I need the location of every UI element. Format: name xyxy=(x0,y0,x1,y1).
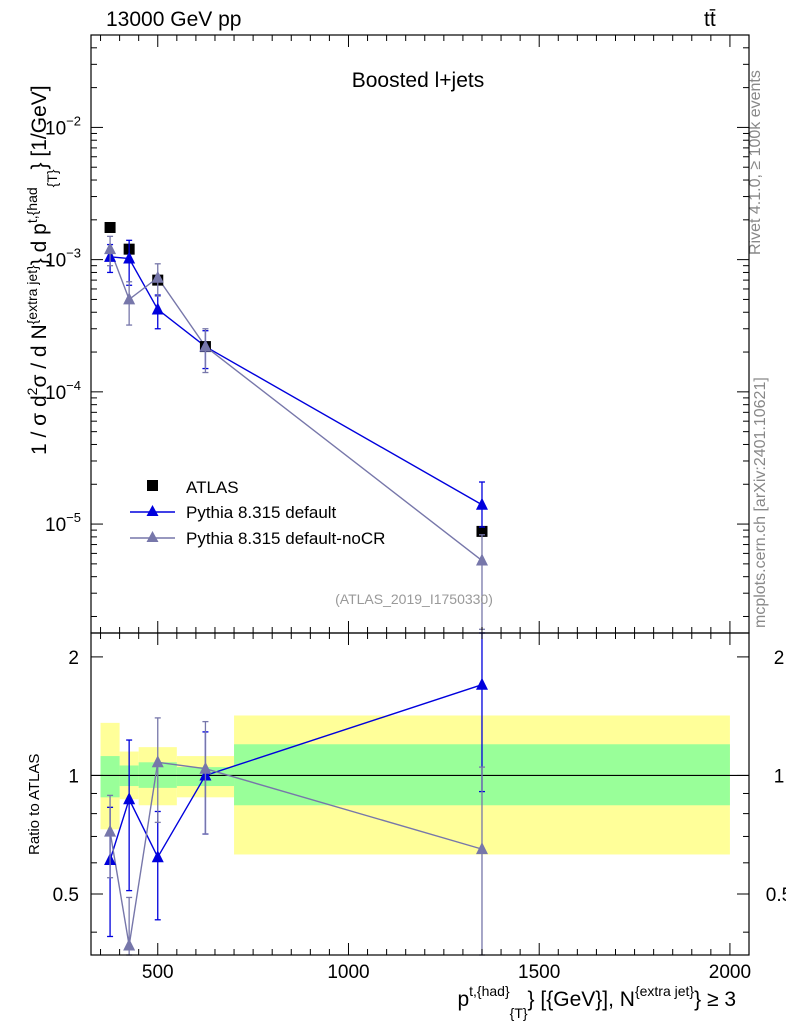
ratio-y-tick-label-right: 2 xyxy=(774,648,785,669)
legend-default-label: Pythia 8.315 default xyxy=(186,503,337,522)
x-tick-label: 1500 xyxy=(518,962,560,983)
data-point-default xyxy=(151,302,164,315)
ratio-point-nocr xyxy=(475,842,488,855)
rivet-version-label: Rivet 4.1.0, ≥ 100k events xyxy=(747,70,764,255)
ratio-frame xyxy=(90,632,750,956)
main-y-tick-label: 10−2 xyxy=(45,113,81,139)
main-y-tick-labels: 10−5 10−4 10−3 10−2 xyxy=(45,113,81,536)
ratio-y-tick-label: 0.5 xyxy=(53,885,79,906)
data-point-atlas xyxy=(104,221,116,233)
ratio-y-tick-labels: 0.5 0.5 1 1 2 2 xyxy=(53,648,786,906)
ratio-y-tick-label-right: 0.5 xyxy=(766,885,786,906)
main-y-tick-label: 10−3 xyxy=(45,246,81,272)
legend-atlas-marker xyxy=(147,480,158,491)
legend-nocr-label: Pythia 8.315 default-noCR xyxy=(186,529,385,548)
legend-atlas-label: ATLAS xyxy=(186,478,239,497)
data-point-nocr xyxy=(123,292,136,305)
data-point-nocr xyxy=(104,242,117,255)
mcplots-label: mcplots.cern.ch [arXiv:2401.10621] xyxy=(752,377,769,628)
legend: ATLAS Pythia 8.315 default Pythia 8.315 … xyxy=(130,478,385,548)
ratio-y-tick-label: 2 xyxy=(68,648,79,669)
ratio-point-nocr xyxy=(199,761,212,774)
y-axis-label: 1 / σ d2σ / d N{extra jet}} d pt,{had{T}… xyxy=(24,85,60,455)
analysis-id: (ATLAS_2019_I1750330) xyxy=(335,591,493,607)
ratio-point-nocr xyxy=(104,824,117,837)
uncertainty-band-inner xyxy=(100,756,120,798)
data-point-atlas xyxy=(476,525,488,537)
data-point-default xyxy=(123,251,136,264)
x-tick-labels: 500 1000 1500 2000 xyxy=(142,962,751,983)
series-line xyxy=(110,256,483,506)
data-point-nocr xyxy=(151,270,164,283)
legend-nocr-marker xyxy=(146,531,159,542)
ratio-y-axis-label: Ratio to ATLAS xyxy=(26,754,43,855)
data-point-default xyxy=(475,497,488,510)
ratio-y-tick-label-right: 1 xyxy=(774,766,785,787)
main-y-tick-label: 10−4 xyxy=(45,378,81,404)
ratio-point-default xyxy=(123,792,136,805)
x-tick-label: 500 xyxy=(142,962,174,983)
ratio-panel: 0.5 0.5 1 1 2 2 500 1000 1500 2000 Ratio to ATLA… xyxy=(26,632,786,1021)
data-point-nocr xyxy=(475,553,488,566)
energy-label: 13000 GeV pp xyxy=(106,8,241,31)
ratio-marks xyxy=(91,632,749,956)
ratio-point-default xyxy=(475,677,488,690)
x-tick-label: 2000 xyxy=(709,962,751,983)
ratio-axis-ticks xyxy=(91,633,749,955)
ratio-point-default xyxy=(151,850,164,863)
main-y-tick-label: 10−5 xyxy=(45,510,81,536)
main-marks xyxy=(104,221,488,630)
x-tick-label: 1000 xyxy=(327,962,369,983)
process-label: tt̄ xyxy=(704,8,716,31)
ratio-y-tick-label: 1 xyxy=(68,766,79,787)
data-point-nocr xyxy=(199,339,212,352)
main-panel: 10−5 10−4 10−3 10−2 Boosted l+jets (ATLAS_2… xyxy=(24,34,750,634)
main-axis-ticks xyxy=(91,34,749,633)
ratio-point-nocr xyxy=(151,755,164,768)
x-axis-label: pt,{had}{T}} [{GeV}], N{extra jet}} ≥ 3 xyxy=(457,983,736,1021)
ratio-point-nocr xyxy=(123,938,136,951)
chart-title: Boosted l+jets xyxy=(352,69,485,92)
legend-default-marker xyxy=(146,505,159,516)
